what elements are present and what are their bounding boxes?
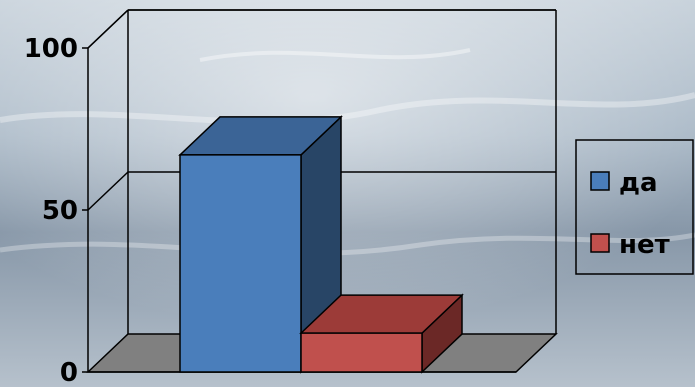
bar-0-front [179,154,302,373]
legend-box [575,139,694,275]
legend-label-0: да [619,168,658,198]
bar-1 [299,293,464,374]
gridline-side-1 [87,171,129,211]
gridline-side-2 [87,9,129,49]
y-tick-label-2: 100 [24,34,78,64]
legend-label-1: нет [619,230,670,260]
legend-swatch-0 [590,171,610,191]
background-wave-2 [0,232,695,256]
y-tick-label-1: 50 [42,196,78,226]
background-wave-3 [199,48,471,62]
bar-0 [178,115,343,374]
legend: да нет [575,139,694,275]
bars [178,115,464,374]
y-tick-label-0: 0 [60,358,78,387]
y-axis: 0 50 100 [24,34,516,387]
background-wave-1 [0,92,695,125]
legend-swatch-1 [590,233,610,253]
bar-1-front [300,332,423,373]
